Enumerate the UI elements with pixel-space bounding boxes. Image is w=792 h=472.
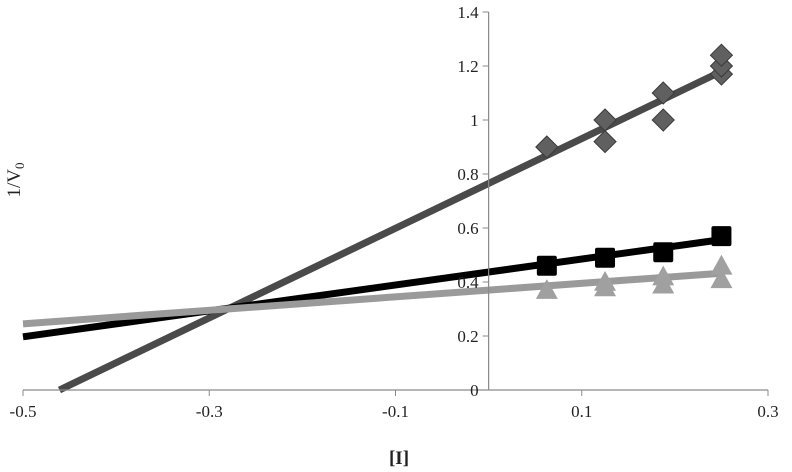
svg-text:1/V0: 1/V0: [4, 163, 27, 198]
diamond-marker: [535, 135, 559, 159]
triangle-marker: [652, 265, 675, 286]
series-fit-line: [57, 68, 723, 394]
square-marker: [536, 255, 557, 276]
square-marker: [653, 242, 674, 263]
fit-lines: [22, 68, 723, 394]
x-ticks: -0.5 -0.3 -0.1 0.1 0.3: [10, 390, 779, 421]
markers: [535, 43, 734, 299]
x-tick-label: -0.5: [10, 402, 37, 421]
series-fit-line: [22, 269, 722, 328]
diamond-marker: [709, 43, 734, 67]
y-tick-label: 1.2: [457, 57, 478, 76]
y-tick-label: 0.4: [457, 273, 479, 292]
series-fit-line: [22, 236, 722, 341]
y-tick-label: 0.6: [457, 219, 478, 238]
diamond-marker: [651, 81, 675, 105]
y-tick-label: 1: [470, 111, 479, 130]
y-axis-title-group: 1/V0: [4, 163, 27, 198]
x-tick-label: 0.1: [571, 402, 592, 421]
diamond-marker: [651, 108, 675, 132]
y-axis-title-subscript: 0: [12, 163, 27, 170]
x-axis-title: [I]: [389, 448, 409, 469]
x-tick-label: 0.3: [757, 402, 778, 421]
y-tick-label: 0.2: [457, 327, 478, 346]
triangle-marker: [594, 271, 617, 291]
triangle-marker: [535, 279, 558, 299]
x-tick-label: -0.1: [382, 402, 409, 421]
diamond-marker: [593, 129, 617, 154]
y-tick-label: 0.8: [457, 165, 478, 184]
y-axis-title: 1/V: [4, 169, 25, 198]
square-marker: [711, 226, 732, 247]
y-tick-label: 1.4: [457, 3, 479, 22]
diamond-marker: [593, 108, 617, 132]
square-marker: [595, 247, 616, 268]
triangle-marker: [710, 254, 733, 275]
y-ticks: 0 0.2 0.4 0.6 0.8 1 1.2 1.4: [457, 3, 489, 400]
triangle-marker: [710, 268, 733, 289]
y-tick-label: 0: [470, 381, 479, 400]
x-tick-label: -0.3: [196, 402, 223, 421]
